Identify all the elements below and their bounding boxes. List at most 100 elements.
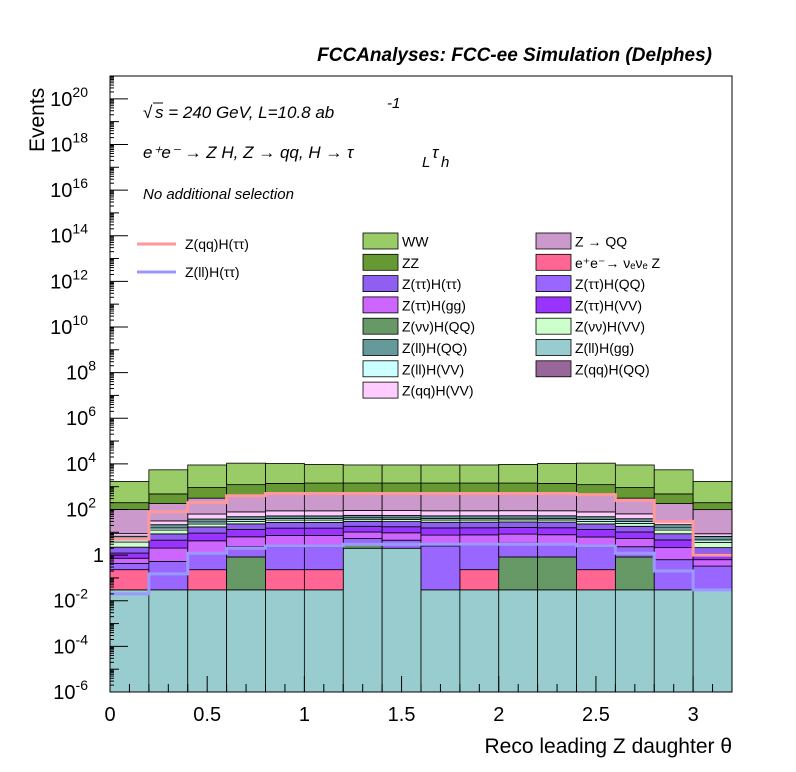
series-z-qq bbox=[109, 493, 733, 535]
y-tick-label: 104 bbox=[66, 449, 96, 476]
bar-z-ll-h-gg-bin-15 bbox=[692, 589, 733, 693]
bar-z-qq-bin-4 bbox=[265, 493, 305, 512]
bar-z-qq-bin-11 bbox=[537, 493, 577, 512]
bar-ww-bin-10 bbox=[498, 464, 539, 484]
annotation-process: e⁺e⁻ → Z H, Z → qq, H → τ L τ h bbox=[143, 143, 449, 171]
bar-z-h-vv-bin-4 bbox=[265, 527, 305, 536]
bar-z-qq-bin-7 bbox=[381, 493, 422, 511]
bar-z-ll-h-gg-bin-3 bbox=[226, 589, 266, 693]
y-tick-label: 10-6 bbox=[53, 677, 88, 704]
bar-z-qq-h-vv-bin-5 bbox=[303, 510, 344, 517]
bar-ww-bin-15 bbox=[692, 481, 733, 504]
bar-z-ll-h-qq-bin-3 bbox=[226, 516, 266, 520]
bar-z-h-vv-bin-3 bbox=[226, 529, 266, 538]
bar-z-qq-bin-3 bbox=[226, 494, 266, 513]
bar-z-qq-bin-8 bbox=[420, 493, 461, 512]
bar-z-h-gg-bin-2 bbox=[187, 540, 228, 554]
bar-zz-bin-3 bbox=[226, 484, 266, 496]
sqrt-symbol: √ bbox=[143, 103, 153, 122]
x-tick-label: 2.5 bbox=[582, 704, 610, 726]
bar-z-qq-h-vv-bin-2 bbox=[187, 513, 228, 520]
signal-line-z-qq-h bbox=[110, 492, 732, 557]
legend-label-z-ll-h-vv: Z(ll)H(VV) bbox=[402, 361, 464, 377]
bar-z-h-bin-14 bbox=[653, 533, 694, 541]
bar-z-h-qq-bin-11 bbox=[537, 556, 577, 591]
bar-z-h-bin-11 bbox=[537, 521, 577, 529]
bar-z-ll-h-gg-bin-5 bbox=[303, 589, 344, 693]
bar-z-qq-bin-12 bbox=[576, 494, 616, 513]
bar-z-h-vv-bin-7 bbox=[381, 526, 422, 534]
bar-ww-bin-12 bbox=[576, 462, 616, 486]
bar-z-ll-h-qq-bin-12 bbox=[576, 516, 616, 520]
bar-ww-bin-0 bbox=[109, 481, 150, 504]
series-z-qq-h-vv bbox=[109, 510, 733, 537]
series-z-h-gg bbox=[109, 531, 733, 567]
annotation-process-tau: τ bbox=[432, 143, 440, 162]
bar-z-ll-h-gg-bin-1 bbox=[148, 589, 189, 693]
series-z-ll-h-gg bbox=[109, 547, 733, 693]
legend-label-e-e-z: e⁺e⁻→ νₑνₑ Z bbox=[575, 255, 661, 271]
bar-z-h-qq-bin-14 bbox=[653, 559, 694, 591]
legend-swatch-z-ll-h-qq bbox=[362, 339, 399, 356]
bar-ww-bin-4 bbox=[265, 463, 305, 484]
bar-zz-bin-2 bbox=[187, 487, 228, 499]
bar-z-h-qq-bin-12 bbox=[576, 546, 616, 571]
bar-z-h-qq-bin-8 bbox=[420, 545, 461, 591]
legend-swatch-ww bbox=[362, 232, 399, 250]
y-tick-label: 108 bbox=[66, 358, 96, 385]
bar-z-h-bin-2 bbox=[187, 526, 228, 534]
bar-z-h-vv-bin-0 bbox=[109, 552, 150, 559]
y-tick-label: 1 bbox=[93, 545, 104, 567]
bar-z-ll-h-gg-bin-13 bbox=[614, 589, 655, 693]
bar-z-qq-bin-2 bbox=[187, 497, 228, 515]
bar-z-qq-h-vv-bin-11 bbox=[537, 510, 577, 517]
bar-e-e-z-bin-2 bbox=[187, 569, 228, 591]
signal-lines bbox=[110, 492, 732, 596]
bar-z-qq-h-vv-bin-10 bbox=[498, 510, 539, 517]
bar-z-qq-h-vv-bin-9 bbox=[459, 510, 500, 517]
bar-z-qq-bin-14 bbox=[653, 503, 694, 522]
bar-z-h-qq-bin-1 bbox=[148, 561, 189, 591]
bar-z-ll-h-gg-bin-10 bbox=[498, 589, 539, 693]
legend-swatch-z-h-vv bbox=[535, 317, 572, 335]
legend-swatch-z-h-vv bbox=[535, 296, 572, 314]
legend-label-z-qq-h-vv: Z(qq)H(VV) bbox=[402, 383, 474, 399]
bar-ww-bin-9 bbox=[459, 464, 500, 484]
legend-label-z-ll-h-qq: Z(ll)H(QQ) bbox=[402, 340, 467, 356]
bar-z-h-gg-bin-0 bbox=[109, 557, 150, 564]
bar-ww-bin-7 bbox=[381, 464, 422, 484]
legend-label-z-h-vv: Z(νν)H(VV) bbox=[575, 319, 645, 335]
bar-z-ll-h-gg-bin-14 bbox=[653, 589, 694, 693]
annotation-energy: √ s = 240 GeV, L=10.8 ab -1 bbox=[143, 95, 400, 122]
bar-z-qq-h-vv-bin-3 bbox=[226, 511, 266, 518]
bar-z-qq-bin-9 bbox=[459, 493, 500, 512]
bar-z-h-bin-15 bbox=[692, 547, 733, 555]
bar-z-h-bin-13 bbox=[614, 525, 655, 533]
bar-z-h-vv-bin-10 bbox=[498, 527, 539, 535]
legend-swatch-z-ll-h-vv bbox=[362, 360, 399, 378]
legend-swatch-z-qq bbox=[535, 232, 572, 250]
series-z-h-vv bbox=[109, 525, 733, 561]
legend-label-ww: WW bbox=[402, 234, 429, 250]
bar-z-ll-h-qq-bin-15 bbox=[692, 535, 733, 541]
bar-z-h-vv-bin-12 bbox=[576, 529, 616, 538]
x-tick-label: 3 bbox=[688, 704, 699, 726]
legend-label-zz: ZZ bbox=[402, 255, 420, 271]
bar-z-h-gg-bin-3 bbox=[226, 536, 266, 548]
bar-z-h-bin-3 bbox=[226, 523, 266, 530]
bar-z-qq-h-vv-bin-1 bbox=[148, 520, 189, 526]
bar-z-qq-h-vv-bin-4 bbox=[265, 510, 305, 517]
bar-z-h-vv-bin-2 bbox=[187, 523, 228, 528]
bar-z-h-bin-1 bbox=[148, 533, 189, 541]
bar-z-h-gg-bin-6 bbox=[342, 531, 383, 539]
bar-z-h-gg-bin-1 bbox=[148, 547, 189, 562]
legend-label-z-qq-h-qq: Z(qq)H(QQ) bbox=[575, 361, 650, 377]
legend-label-z-qq: Z → QQ bbox=[575, 234, 627, 250]
annotation-process-text: e⁺e⁻ → Z H, Z → qq, H → τ bbox=[143, 143, 355, 162]
bar-z-h-gg-bin-15 bbox=[692, 559, 733, 567]
bar-z-h-qq-bin-9 bbox=[459, 544, 500, 571]
axis-tick-labels: 0 0.5 1 1.5 2 2.5 310-610-410-2110210410610810… bbox=[50, 84, 699, 726]
bar-z-h-qq-bin-11 bbox=[537, 544, 577, 558]
bar-z-qq-h-vv-bin-12 bbox=[576, 511, 616, 518]
bar-ww-bin-11 bbox=[537, 463, 577, 484]
